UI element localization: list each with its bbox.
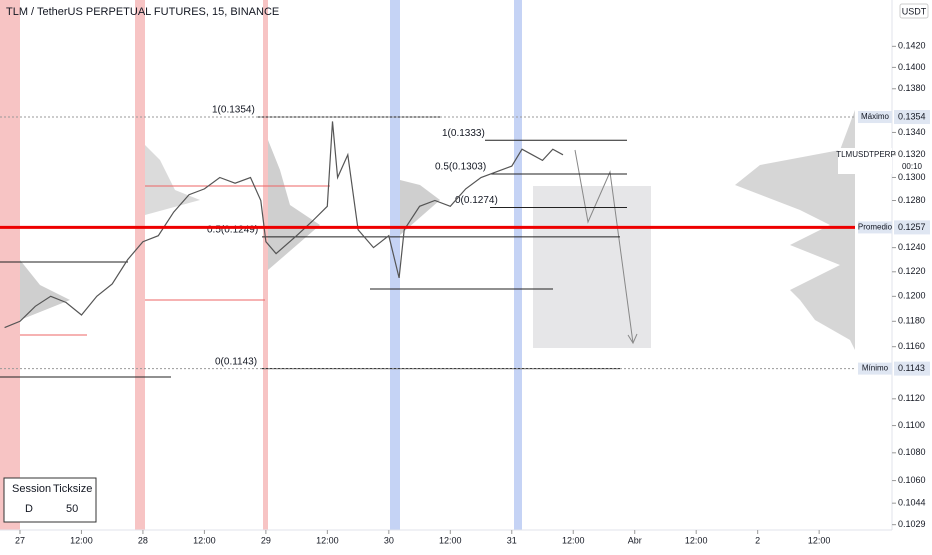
level-value: 0.1354 xyxy=(898,111,926,121)
table-header: Session xyxy=(12,483,51,495)
x-tick-label: 31 xyxy=(507,535,517,545)
y-tick-label: 0.1060 xyxy=(898,475,926,485)
x-tick-label: 12:00 xyxy=(316,535,339,545)
volume-profile xyxy=(735,110,855,350)
y-tick-label: 0.1280 xyxy=(898,195,926,205)
y-tick-label: 0.1044 xyxy=(898,498,926,508)
y-tick-label: 0.1420 xyxy=(898,41,926,51)
y-tick-label: 0.1380 xyxy=(898,83,926,93)
x-tick-label: 12:00 xyxy=(439,535,462,545)
y-tick-label: 0.1080 xyxy=(898,447,926,457)
fib-label: 0.5(0.1303) xyxy=(435,162,486,173)
y-tick-label: 0.1220 xyxy=(898,266,926,276)
fib-label: 0(0.1143) xyxy=(215,356,257,367)
x-tick-label: 12:00 xyxy=(562,535,585,545)
y-tick-label: 0.1320 xyxy=(898,149,926,159)
fib-label: 1(0.1354) xyxy=(212,105,255,116)
y-unit: USDT xyxy=(902,6,927,16)
level-name: Máximo xyxy=(861,112,890,121)
y-tick-label: 0.1400 xyxy=(898,62,926,72)
session-band xyxy=(390,0,400,530)
x-tick-label: 30 xyxy=(384,535,394,545)
x-tick-label: 12:00 xyxy=(808,535,831,545)
x-tick-label: Abr xyxy=(628,535,642,545)
y-tick-label: 0.1160 xyxy=(898,341,925,351)
x-tick-label: 28 xyxy=(138,535,148,545)
x-tick-label: 29 xyxy=(261,535,271,545)
level-name: Mínimo xyxy=(862,364,889,373)
unit-box xyxy=(899,3,929,19)
y-tick-label: 0.1200 xyxy=(898,291,926,301)
x-tick-label: 2 xyxy=(755,535,760,545)
level-value: 0.1143 xyxy=(898,363,925,373)
projection-arrow xyxy=(574,149,634,344)
chart-title: TLM / TetherUS PERPETUAL FUTURES, 15, BI… xyxy=(6,6,279,18)
price-line xyxy=(4,121,564,329)
level-value: 0.1257 xyxy=(898,222,926,232)
session-band xyxy=(135,0,145,530)
settings-table xyxy=(3,477,97,523)
fib-label: 1(0.1333) xyxy=(442,128,485,139)
y-tick-label: 0.1300 xyxy=(898,172,926,182)
level-name-box xyxy=(858,111,892,124)
projection-box xyxy=(533,186,651,348)
y-tick-label: 0.1180 xyxy=(898,316,925,326)
symbol-box xyxy=(838,148,892,174)
x-tick-label: 12:00 xyxy=(193,535,216,545)
session-profile xyxy=(268,140,320,270)
x-tick-label: 12:00 xyxy=(70,535,93,545)
level-name-box xyxy=(858,221,892,234)
level-value-box xyxy=(894,220,930,235)
y-tick-label: 0.1100 xyxy=(898,420,925,430)
countdown: 00:10 xyxy=(902,162,923,171)
y-tick-label: 0.1340 xyxy=(898,127,926,137)
level-name: Promedio xyxy=(858,223,893,232)
session-band xyxy=(514,0,522,530)
table-header: Ticksize xyxy=(53,483,92,495)
x-tick-label: 12:00 xyxy=(685,535,708,545)
session-band xyxy=(0,0,20,530)
x-tick-label: 27 xyxy=(15,535,25,545)
fib-label: 0.5(0.1249) xyxy=(207,225,258,236)
arrow-head xyxy=(627,333,638,345)
level-value-box xyxy=(894,110,930,125)
y-tick-label: 0.1240 xyxy=(898,242,926,252)
level-name-box xyxy=(858,362,892,375)
y-tick-label: 0.1029 xyxy=(898,519,926,529)
table-cell: 50 xyxy=(66,503,78,515)
table-cell: D xyxy=(25,503,33,515)
y-tick-label: 0.1120 xyxy=(898,393,925,403)
fib-label: 0(0.1274) xyxy=(455,195,498,206)
session-profile xyxy=(20,260,70,320)
session-band xyxy=(263,0,268,530)
symbol-label: TLMUSDTPERP xyxy=(836,150,896,159)
level-value-box xyxy=(894,361,930,376)
